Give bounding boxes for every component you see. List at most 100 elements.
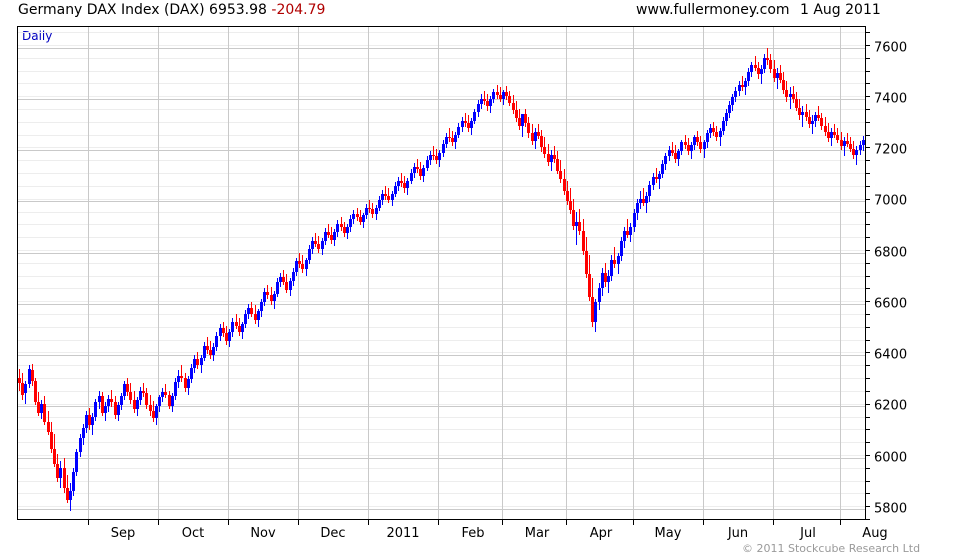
candle-body: [594, 302, 597, 322]
candle-body: [317, 244, 320, 249]
x-axis-tick: [228, 520, 229, 525]
candle-body: [849, 144, 852, 149]
candle-body: [285, 282, 288, 290]
candle-wick: [538, 124, 539, 139]
candle-body: [410, 173, 413, 181]
x-axis-tick: [438, 520, 439, 525]
candle-wick: [672, 142, 673, 156]
candle-body: [715, 132, 718, 137]
gridline-vertical: [502, 27, 503, 519]
candle-body: [680, 142, 683, 151]
candle-body: [617, 256, 620, 264]
candle-body: [782, 80, 785, 90]
candle-body: [773, 69, 776, 78]
gridline-horizontal: [18, 48, 865, 49]
candle-body: [107, 399, 110, 406]
candle-body: [843, 141, 846, 146]
candle-body: [174, 382, 177, 396]
candle-body: [750, 65, 753, 72]
candle-body: [454, 135, 457, 142]
y-axis-label: 6200: [874, 398, 908, 414]
y-axis-tick-minor: [866, 32, 870, 33]
gridline-horizontal-minor: [18, 122, 865, 123]
candle-body: [601, 273, 604, 288]
candle-body: [142, 391, 145, 393]
y-axis-tick-minor: [866, 340, 870, 341]
candle-body: [556, 159, 559, 171]
candle-body: [260, 302, 263, 311]
candle-body: [336, 224, 339, 232]
candle-body: [356, 214, 359, 217]
candle-body: [371, 209, 374, 214]
candle-wick: [111, 390, 112, 407]
candle-body: [738, 85, 741, 91]
candle-body: [744, 81, 747, 87]
candle-body: [591, 297, 594, 322]
y-axis-label: 6600: [874, 296, 908, 312]
x-axis-label: Jun: [727, 526, 749, 541]
candle-body: [168, 395, 171, 406]
candle-body: [668, 150, 671, 156]
candle-body: [661, 164, 664, 174]
candle-body: [655, 177, 658, 179]
y-axis-label: 6000: [874, 450, 908, 466]
candle-body: [152, 411, 155, 418]
candle-body: [442, 144, 445, 153]
candle-body: [496, 92, 499, 95]
candle-body: [639, 199, 642, 203]
candle-wick: [755, 56, 756, 71]
candle-body: [98, 396, 101, 402]
candle-body: [231, 322, 234, 332]
candle-body: [582, 231, 585, 251]
candle-body: [40, 404, 43, 413]
chart-header: Germany DAX Index (DAX) 6953.98 -204.79 …: [0, 0, 960, 22]
instrument-title: Germany DAX Index (DAX) 6953.98 -204.79: [18, 2, 325, 18]
candle-wick: [328, 224, 329, 238]
candle-wick: [812, 115, 813, 134]
candle-wick: [844, 137, 845, 156]
candle-body: [859, 145, 862, 150]
candle-body: [461, 121, 464, 127]
y-axis-tick-minor: [866, 378, 870, 379]
candle-body: [833, 132, 836, 135]
candle-body: [88, 415, 91, 425]
y-axis-tick-minor: [866, 301, 870, 302]
candle-body: [161, 392, 164, 397]
candle-body: [422, 168, 425, 176]
y-axis-tick-minor: [866, 442, 870, 443]
candle-body: [311, 241, 314, 249]
candle-body: [85, 415, 88, 428]
candle-body: [598, 288, 601, 302]
candle-body: [537, 132, 540, 136]
gridline-vertical: [298, 27, 299, 519]
candle-body: [521, 114, 524, 126]
candle-body: [184, 378, 187, 388]
candle-body: [75, 452, 78, 472]
candle-body: [505, 92, 508, 96]
candle-body: [846, 141, 849, 144]
gridline-horizontal-minor: [18, 327, 865, 328]
instrument-name: Germany DAX Index (DAX): [18, 2, 205, 18]
candle-body: [327, 232, 330, 235]
candle-body: [604, 273, 607, 282]
gridline-horizontal-minor: [18, 468, 865, 469]
candle-body: [747, 72, 750, 81]
x-axis-label: Mar: [524, 526, 550, 541]
candle-body: [451, 138, 454, 142]
candle-body: [145, 393, 148, 405]
candle-body: [483, 99, 486, 101]
candle-body: [438, 153, 441, 160]
candle-body: [855, 150, 858, 155]
candle-body: [28, 369, 31, 384]
candle-body: [648, 185, 651, 196]
candle-body: [693, 137, 696, 145]
candle-body: [133, 400, 136, 409]
y-axis-tick-minor: [866, 327, 870, 328]
candle-body: [82, 428, 85, 438]
candle-body: [200, 358, 203, 365]
candle-body: [585, 251, 588, 274]
price-plot-area[interactable]: Daily: [17, 26, 866, 520]
y-axis-tick-minor: [866, 109, 870, 110]
y-axis-tick-minor: [866, 83, 870, 84]
